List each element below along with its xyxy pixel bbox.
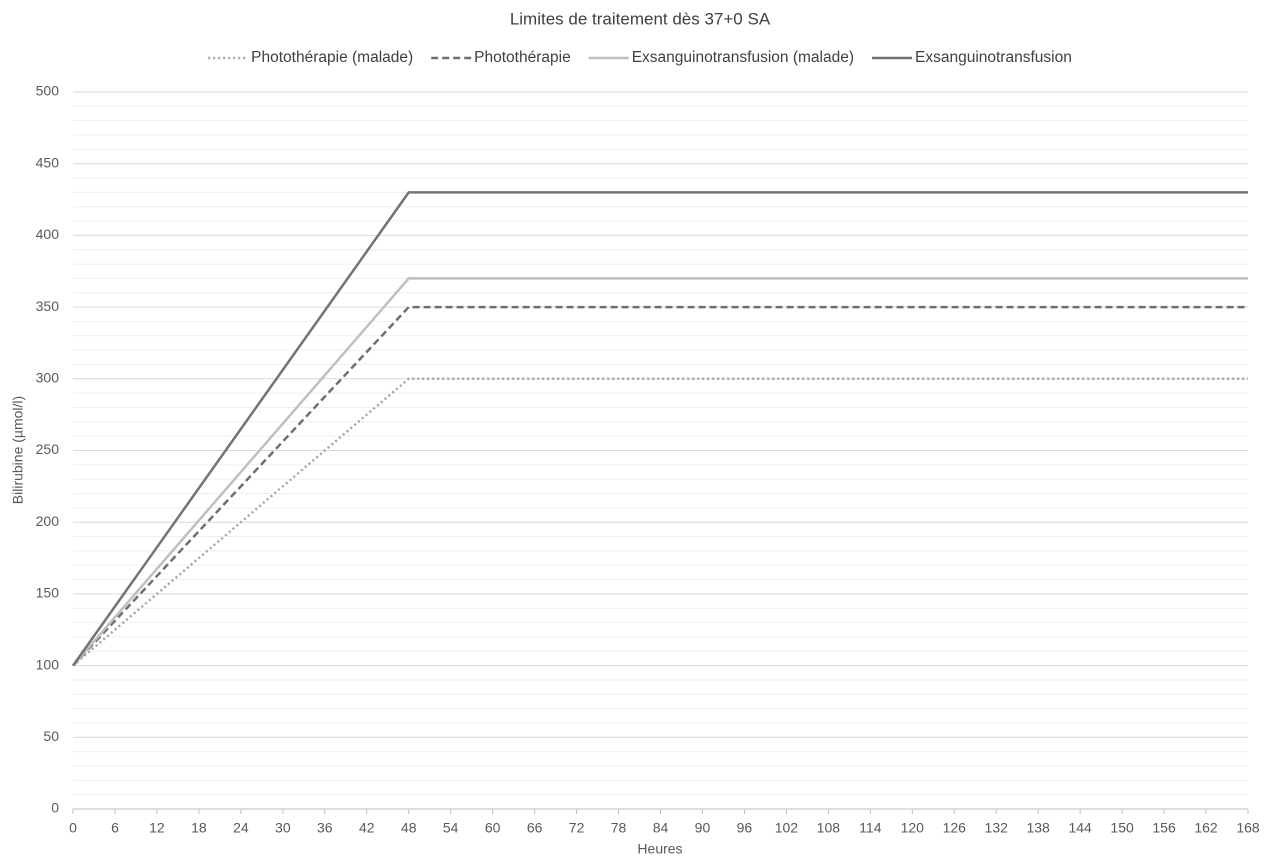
x-tick-label: 72: [569, 820, 585, 836]
legend-label: Exsanguinotransfusion: [915, 49, 1072, 66]
y-tick-label: 50: [43, 728, 59, 744]
series-line: [72, 377, 1248, 667]
x-tick-label: 66: [527, 820, 543, 836]
x-tick-label: 54: [443, 820, 459, 836]
x-tick-label: 48: [401, 820, 417, 836]
legend-label: Photothérapie: [474, 49, 571, 66]
y-tick-label: 450: [36, 154, 60, 170]
x-tick-label: 30: [275, 820, 291, 836]
y-tick-label: 400: [36, 226, 60, 242]
x-tick-label: 84: [653, 820, 669, 836]
x-tick-label: 90: [695, 820, 711, 836]
x-tick-label: 120: [901, 820, 925, 836]
x-tick-label: 144: [1068, 820, 1092, 836]
series-line: [71, 191, 1248, 667]
x-tick-label: 12: [149, 820, 165, 836]
x-tick-label: 36: [317, 820, 333, 836]
x-tick-label: 0: [69, 820, 77, 836]
x-tick-label: 114: [859, 820, 882, 836]
x-tick-label: 6: [111, 820, 119, 836]
y-tick-label: 500: [36, 83, 60, 99]
series-line: [72, 277, 1248, 667]
x-tick-label: 132: [985, 820, 1009, 836]
y-axis-label: Bilirubine (µmol/l): [10, 396, 26, 504]
y-tick-label: 200: [36, 513, 60, 529]
x-tick-label: 108: [817, 820, 841, 836]
y-tick-label: 0: [51, 800, 59, 816]
legend-label: Exsanguinotransfusion (malade): [632, 49, 854, 66]
x-tick-label: 42: [359, 820, 375, 836]
x-tick-label: 150: [1110, 820, 1134, 836]
x-tick-label: 96: [737, 820, 753, 836]
x-tick-label: 60: [485, 820, 501, 836]
x-tick-label: 126: [943, 820, 967, 836]
x-tick-label: 156: [1152, 820, 1176, 836]
y-tick-label: 250: [36, 441, 60, 457]
legend-label: Photothérapie (malade): [251, 49, 413, 66]
x-tick-label: 168: [1236, 820, 1260, 836]
x-tick-label: 162: [1194, 820, 1218, 836]
legend: Photothérapie (malade) Photothérapie Exsan…: [208, 49, 1072, 66]
chart-title: Limites de traitement dès 37+0 SA: [510, 9, 771, 28]
x-tick-label: 78: [611, 820, 627, 836]
y-tick-label: 350: [36, 298, 60, 314]
x-tick-label: 138: [1026, 820, 1050, 836]
y-tick-label: 150: [36, 585, 60, 601]
y-tick-label: 100: [36, 656, 60, 672]
series-line: [72, 305, 1248, 667]
y-tick-label: 300: [36, 370, 60, 386]
x-tick-label: 102: [775, 820, 799, 836]
x-tick-label: 18: [191, 820, 207, 836]
x-axis-label: Heures: [637, 841, 682, 857]
x-tick-label: 24: [233, 820, 249, 836]
